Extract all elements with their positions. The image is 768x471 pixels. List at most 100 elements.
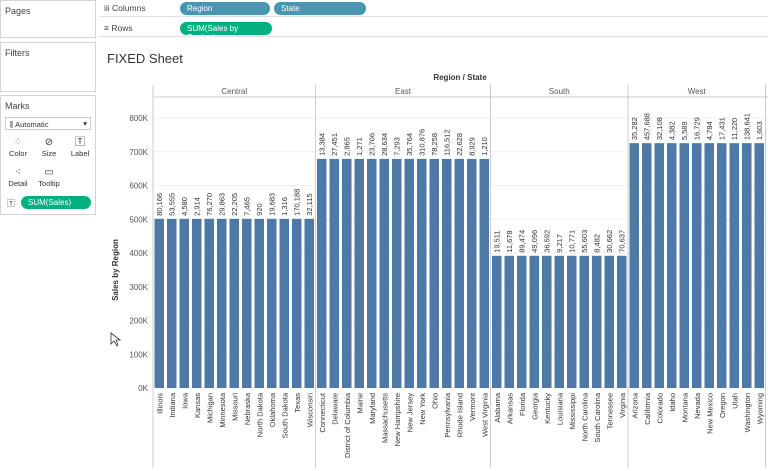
chevron-down-icon: ▾ [83,119,87,128]
mark-type-dropdown[interactable]: ⫼ Automatic ▾ [5,117,91,130]
region-header-south: South [549,87,570,96]
region-pill[interactable]: Region [180,2,270,15]
bar-indiana [167,218,177,388]
bar-mark-icon: ⫼ [10,120,14,129]
state-label: Georgia [530,392,539,420]
state-label: New Hampshire [393,393,402,446]
data-label: 11,220 [730,118,739,140]
bar-nebraska [242,218,252,388]
state-label: California [643,392,652,425]
state-label: Nevada [693,392,702,419]
bar-ohio [429,158,439,388]
bar-arizona [629,143,639,388]
data-label: 457,688 [643,113,652,140]
state-pill[interactable]: State [274,2,366,15]
detail-button[interactable]: ⁖ Detail [5,166,31,190]
bar-idaho [667,143,677,388]
bar-minnesota [217,218,227,388]
bar-alabama [492,255,502,388]
bar-maine [354,158,364,388]
state-label: Indiana [168,392,177,417]
bar-texas [292,218,302,388]
data-label: 11,678 [505,230,514,252]
sum-sales-by-region-pill[interactable]: SUM(Sales by Region) [180,22,272,42]
label-icon: 🅃 [75,137,85,148]
state-label: Rhode Island [455,393,464,437]
region-header-west: West [688,87,707,96]
state-label: Maryland [368,393,377,424]
data-label: 29,863 [218,193,227,216]
state-label: Ohio [430,393,439,409]
bar-north-dakota [254,218,264,388]
data-label: 10,771 [568,230,577,253]
state-label: Iowa [180,392,189,409]
bar-wyoming [754,143,764,388]
filters-card[interactable]: Filters [0,42,96,92]
bar-kansas [192,218,202,388]
rows-shelf[interactable]: ≡ Rows SUM(Sales by Region) [100,20,768,42]
data-label: 19,683 [268,193,277,216]
state-label: Virginia [618,392,627,418]
y-tick-label: 500K [129,215,148,224]
columns-icon: iii [104,3,110,13]
bar-south-carolina [592,255,602,388]
data-label: 70,637 [618,230,627,253]
state-label: Maine [355,393,364,413]
state-label: Vermont [468,392,477,421]
bar-massachusetts [379,158,389,388]
pages-card: Pages [0,0,96,38]
data-label: 49,096 [530,230,539,253]
data-label: 32,108 [655,117,664,140]
size-button[interactable]: ⊘ Size [36,136,62,160]
data-label: 2,914 [193,197,202,216]
rows-icon: ≡ [104,23,109,33]
data-label: 1,316 [280,197,289,216]
data-label: 170,188 [293,189,302,216]
state-label: Utah [730,393,739,409]
data-label: 78,258 [430,133,439,156]
tooltip-button[interactable]: ▭ Tooltip [36,166,62,190]
bar-west-virginia [479,158,489,388]
bar-california [642,143,652,388]
data-label: 920 [255,203,264,216]
bar-utah [729,143,739,388]
data-label: 4,382 [668,121,677,140]
color-button[interactable]: ⁘ Color [5,136,31,160]
state-label: Pennsylvania [443,392,452,437]
tooltip-icon: ▭ [44,167,54,178]
bar-arkansas [504,255,514,388]
bar-virginia [617,255,627,388]
state-label: Oklahoma [268,392,277,427]
state-label: Montana [680,392,689,422]
bar-georgia [529,255,539,388]
bar-wisconsin [304,218,314,388]
state-label: Arizona [630,392,639,418]
bar-tennessee [604,255,614,388]
state-label: Texas [293,393,302,413]
sum-sales-pill[interactable]: SUM(Sales) [21,196,91,209]
marks-title: Marks [5,101,30,111]
label-label: Label [70,149,90,158]
data-label: 27,451 [330,133,339,156]
data-label: 76,270 [205,193,214,216]
size-label: Size [41,149,57,158]
bar-district-of-columbia [342,158,352,388]
data-label: 32,115 [305,193,314,215]
state-label: Tennessee [605,393,614,429]
state-label: Wisconsin [305,393,314,427]
rows-shelf-label: ≡ Rows [104,23,133,33]
label-button[interactable]: 🅃 Label [67,136,93,160]
state-label: Connecticut [318,392,327,433]
bar-new-jersey [404,158,414,388]
columns-shelf[interactable]: iii Columns Region State [100,0,768,17]
bar-mississippi [567,255,577,388]
bar-missouri [229,218,239,388]
state-label: Wyoming [755,393,764,424]
state-label: Kentucky [543,393,552,424]
bar-colorado [654,143,664,388]
pages-title: Pages [5,6,31,16]
state-label: Delaware [330,393,339,425]
data-label: 89,474 [518,230,527,253]
state-label: Minnesota [218,392,227,427]
size-icon: ⊘ [44,137,54,148]
